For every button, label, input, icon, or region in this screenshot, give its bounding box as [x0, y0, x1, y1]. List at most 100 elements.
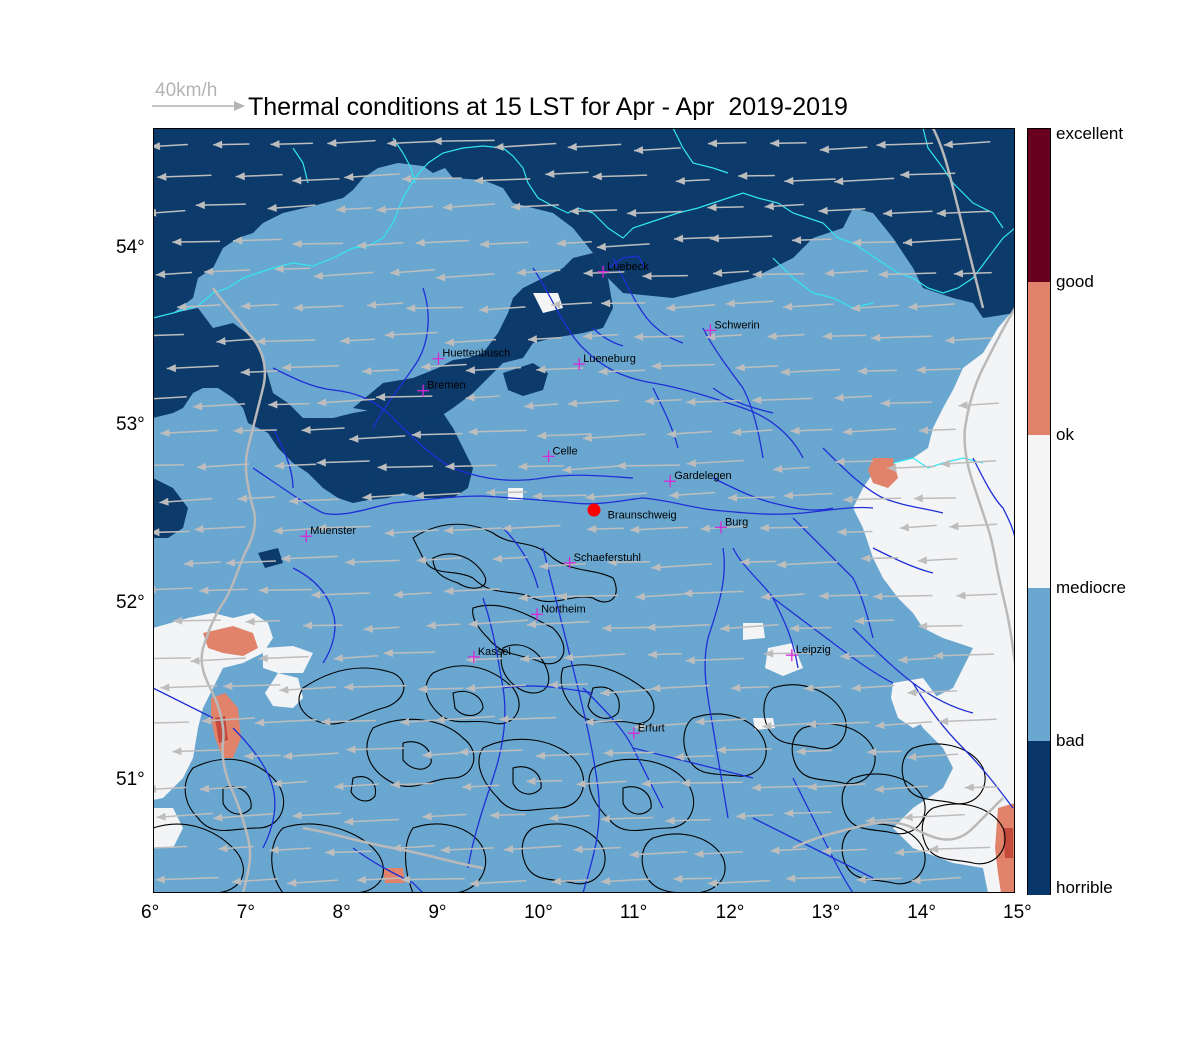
wind-arrow-head [492, 554, 503, 563]
colorbar-segment [1028, 588, 1050, 742]
wind-arrow [876, 142, 934, 146]
wind-arrow [190, 657, 246, 663]
wind-arrow-head [667, 429, 677, 438]
wind-arrow [709, 235, 773, 240]
wind-arrow-head [422, 750, 432, 759]
wind-arrow-head [311, 590, 321, 599]
wind-arrow [344, 818, 399, 823]
wind-arrow-head [685, 656, 695, 665]
wind-arrow-head [272, 779, 282, 788]
wind-arrow-head [444, 338, 455, 347]
wind-arrow-head [435, 715, 445, 724]
colorbar-label-mediocre: mediocre [1056, 578, 1126, 597]
wind-arrow-head [585, 492, 595, 501]
wind-arrow-head [760, 592, 771, 601]
wind-arrow-head [269, 845, 279, 854]
wind-arrow-head [195, 201, 205, 210]
wind-arrow-head [421, 362, 431, 371]
wind-arrow-head [494, 142, 504, 151]
wind-arrow-head [548, 680, 558, 689]
wind-arrow [683, 590, 744, 595]
wind-arrow-head [673, 874, 683, 883]
wind-arrow-head [752, 270, 762, 279]
wind-arrow [344, 173, 400, 179]
wind-arrow-head [725, 299, 735, 308]
city-label: Celle [553, 445, 578, 457]
wind-arrow-head [804, 684, 814, 693]
wind-arrow-head [274, 264, 284, 273]
wind-arrow [502, 524, 561, 530]
wind-arrow-head [780, 367, 790, 376]
x-tick-label: 13° [811, 902, 841, 923]
x-tick-label: 11° [619, 902, 648, 923]
wind-arrow-head [600, 877, 611, 886]
wind-arrow-head [573, 845, 583, 854]
wind-arrow-head [153, 208, 157, 217]
x-tick-label: 7° [236, 902, 255, 923]
city-schwerin: Schwerin [704, 319, 760, 337]
wind-arrow-head [184, 559, 194, 568]
wind-arrow-head [716, 745, 726, 754]
wind-arrow-head [445, 462, 455, 471]
wind-arrow [526, 620, 590, 626]
wind-arrow [153, 657, 192, 660]
wind-arrow-head [871, 333, 881, 342]
wind-arrow [465, 366, 522, 372]
wind-arrow-head [861, 554, 871, 563]
wind-arrow-head [770, 846, 780, 855]
wind-arrow [875, 720, 932, 727]
wind-arrow-head [582, 433, 593, 442]
wind-reference-arrow-icon [152, 101, 245, 111]
wind-arrow-head [245, 617, 255, 626]
wind-arrow-head [819, 145, 830, 154]
wind-arrow-head [646, 623, 656, 632]
wind-arrow-head [233, 236, 243, 245]
wind-arrow-head [432, 137, 442, 146]
wind-arrow-head [641, 779, 651, 788]
wind-arrow [933, 653, 995, 657]
wind-arrow-head [362, 493, 372, 501]
wind-arrow-head [603, 749, 613, 758]
wind-arrow-head [899, 523, 910, 532]
wind-arrow-head [607, 558, 617, 567]
colorbar-segment [1028, 435, 1050, 589]
wind-arrow-head [527, 335, 538, 344]
wind-arrow-head [567, 399, 578, 408]
wind-arrow-head [458, 747, 469, 756]
wind-arrow-head [504, 845, 514, 854]
wind-arrow [834, 177, 895, 183]
wind-arrow [720, 623, 779, 630]
wind-arrow-head [289, 496, 299, 505]
wind-arrow-head [313, 271, 323, 280]
city-luebeck: Luebeck [597, 261, 649, 278]
wind-arrow-head [177, 302, 187, 311]
wind-arrow [153, 464, 184, 467]
wind-arrow [616, 464, 680, 467]
wind-arrow-head [390, 780, 400, 789]
wind-arrow-head [634, 332, 644, 341]
wind-arrow [563, 653, 626, 659]
wind-arrow-head [233, 426, 243, 435]
wind-arrow-head [526, 620, 537, 629]
wind-arrow [686, 459, 744, 465]
city-label: Bremen [427, 380, 466, 392]
wind-arrow-head [406, 304, 416, 313]
wind-arrow-head [155, 875, 165, 884]
wind-arrow-head [282, 363, 292, 372]
wind-arrow [680, 781, 743, 784]
wind-arrow [376, 205, 434, 211]
wind-arrow-head [600, 814, 610, 823]
city-label: Luebeck [607, 261, 649, 273]
wind-arrow-head [367, 300, 377, 309]
wind-arrow [780, 368, 841, 374]
wind-arrow-head [551, 877, 562, 886]
wind-arrow-head [415, 238, 425, 247]
wind-arrow-head [911, 876, 921, 885]
x-tick-label: 15° [1003, 902, 1032, 923]
wind-arrow-head [895, 848, 905, 857]
wind-arrow-head [587, 525, 597, 534]
wind-arrow-head [237, 494, 248, 503]
wind-arrow [469, 879, 527, 885]
wind-arrow-head [856, 875, 866, 884]
wind-arrow-head [851, 683, 861, 692]
